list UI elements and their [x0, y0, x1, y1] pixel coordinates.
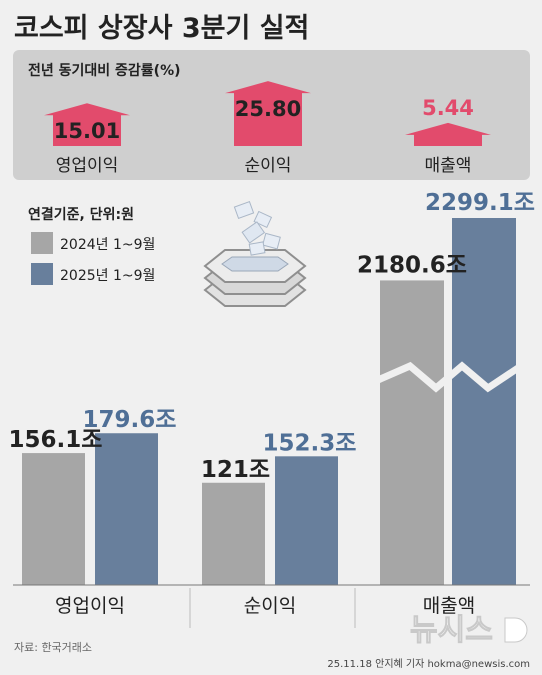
growth-category-1: 순이익 [245, 156, 292, 176]
credit-line: 25.11.18 안지혜 기자 hokma@newsis.com [327, 658, 530, 670]
bar-2024-0 [22, 453, 85, 585]
growth-arrow-0 [44, 103, 130, 146]
growth-panel-label: 전년 동기대비 증감률(%) [28, 62, 181, 79]
category-label-net: 순이익 [244, 595, 296, 617]
growth-arrow-1 [225, 81, 311, 146]
axis-break-icon [376, 361, 520, 393]
value-label-2024-2: 2180.6조 [357, 252, 467, 278]
logo-mark-icon [504, 617, 528, 643]
value-label-2024-0: 156.1조 [9, 427, 103, 453]
growth-value-2: 5.44 [422, 96, 474, 120]
legend-swatch-2025 [31, 263, 53, 285]
newsis-logo: 뉴시스 [410, 613, 528, 649]
growth-value-0: 15.01 [54, 119, 120, 143]
growth-category-2: 매출액 [425, 156, 472, 176]
value-label-2025-1: 152.3조 [263, 430, 357, 456]
bar-2025-0 [95, 433, 158, 585]
bar-2024-1 [202, 482, 265, 585]
growth-value-1: 25.80 [235, 97, 301, 121]
legend-basis: 연결기준, 단위:원 [28, 206, 134, 223]
source-note: 자료: 한국거래소 [14, 641, 92, 654]
value-label-2025-2: 2299.1조 [425, 190, 535, 216]
legend-swatch-2024 [31, 232, 53, 254]
legend-label-2025: 2025년 1~9월 [60, 268, 155, 284]
value-label-2024-1: 121조 [201, 457, 270, 483]
growth-category-0: 영업이익 [56, 156, 119, 176]
growth-arrows: 15.01 영업이익 25.80 순이익 5.44 매출액 [44, 81, 491, 176]
legend-label-2024: 2024년 1~9월 [60, 237, 155, 253]
category-label-sales: 매출액 [423, 595, 475, 617]
value-label-2025-0: 179.6조 [83, 407, 177, 433]
growth-arrow-2 [405, 122, 491, 146]
money-stack-icon [203, 200, 307, 307]
bar-2024-2 [380, 280, 444, 585]
logo-text: 뉴시스 [410, 613, 493, 648]
bar-2025-1 [275, 456, 338, 585]
bar-2025-2 [452, 218, 516, 585]
category-label-operating: 영업이익 [55, 595, 125, 617]
page-title: 코스피 상장사 3분기 실적 [14, 13, 309, 44]
